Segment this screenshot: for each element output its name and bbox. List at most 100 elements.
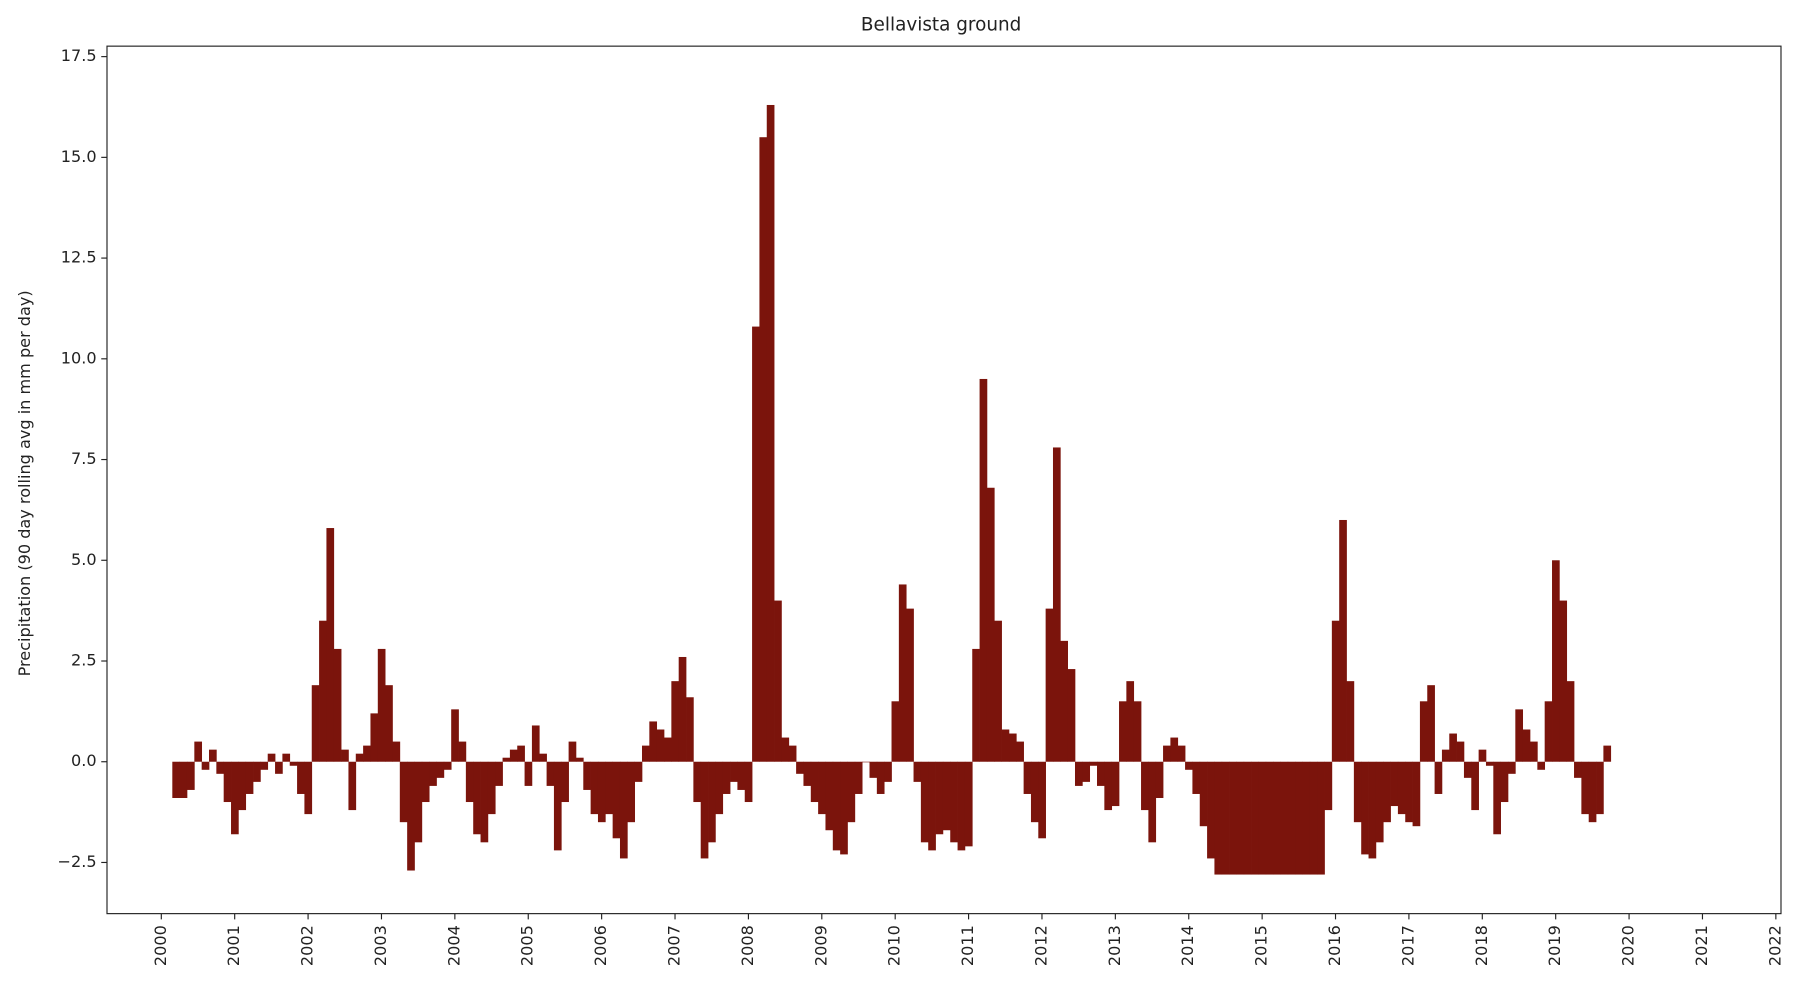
bar — [649, 721, 658, 762]
bar — [1375, 761, 1384, 843]
bar — [664, 737, 672, 762]
x-tick-label: 2004 — [444, 925, 463, 966]
bar — [1111, 761, 1120, 807]
bar — [289, 761, 298, 766]
bar — [495, 761, 503, 786]
bar — [377, 648, 386, 762]
bar — [275, 761, 283, 774]
bar — [209, 749, 217, 762]
bar — [686, 697, 694, 762]
bar — [1038, 761, 1046, 839]
bar — [1507, 761, 1516, 774]
x-tick-label: 2017 — [1398, 925, 1417, 966]
bar — [553, 761, 562, 851]
bar — [928, 761, 936, 851]
bar — [935, 761, 944, 835]
bar — [1566, 681, 1575, 762]
bar — [869, 761, 878, 778]
bar — [546, 761, 555, 786]
bar — [752, 326, 760, 762]
bar — [957, 761, 966, 851]
bar — [575, 757, 584, 762]
bar — [1368, 761, 1377, 859]
bar — [1485, 761, 1494, 766]
bar — [1082, 761, 1091, 782]
x-tick-label: 2020 — [1619, 925, 1638, 966]
bar — [385, 685, 393, 762]
bar — [1537, 761, 1546, 770]
y-tick-label: 17.5 — [61, 46, 97, 65]
bar — [1214, 761, 1223, 875]
bar — [245, 761, 254, 794]
bar — [920, 761, 929, 843]
bar — [1419, 701, 1428, 762]
bar — [950, 761, 958, 843]
bar — [1441, 749, 1450, 762]
bar — [656, 729, 665, 762]
bar — [1552, 560, 1560, 762]
bar — [832, 761, 841, 851]
bar — [1001, 729, 1010, 762]
bar — [194, 741, 203, 762]
bar — [1588, 761, 1597, 823]
x-tick-label: 2006 — [591, 925, 610, 966]
bar — [1397, 761, 1406, 815]
bar — [326, 528, 335, 762]
bar — [766, 104, 775, 762]
bar — [561, 761, 569, 803]
bar — [1390, 761, 1399, 807]
bar — [759, 137, 768, 762]
bar — [531, 725, 540, 762]
bar — [810, 761, 819, 803]
bar — [884, 761, 892, 782]
bar — [524, 761, 533, 786]
y-tick-label: 7.5 — [71, 449, 97, 468]
bar — [451, 709, 459, 762]
bar — [421, 761, 430, 803]
bar — [480, 761, 489, 843]
bar — [355, 753, 364, 762]
bar — [179, 761, 188, 798]
bar — [1023, 761, 1032, 794]
bar — [1229, 761, 1237, 875]
bar — [862, 761, 870, 763]
bar — [1581, 761, 1590, 815]
bar — [1074, 761, 1083, 786]
bar — [539, 753, 547, 762]
bar — [1302, 761, 1311, 875]
bar — [854, 761, 863, 794]
bar — [341, 749, 349, 762]
bar — [1361, 761, 1369, 855]
bar — [1236, 761, 1245, 875]
bar — [730, 761, 738, 782]
bar — [186, 761, 195, 790]
x-tick-label: 2022 — [1765, 925, 1784, 966]
chart-title: Bellavista ground — [861, 14, 1021, 35]
bar — [1434, 761, 1443, 794]
bar — [1530, 741, 1538, 762]
bar — [781, 737, 790, 762]
bar — [1045, 608, 1054, 762]
x-tick-label: 2007 — [665, 925, 684, 966]
bar — [392, 741, 401, 762]
bar — [260, 761, 269, 770]
bar — [1030, 761, 1039, 823]
bar — [465, 761, 474, 803]
bar — [1273, 761, 1281, 875]
bar — [1309, 761, 1318, 875]
bar — [1471, 761, 1479, 811]
bar — [847, 761, 856, 823]
bar — [972, 648, 980, 762]
y-tick-label: 10.0 — [61, 348, 97, 367]
bar — [1016, 741, 1024, 762]
bar — [1522, 729, 1531, 762]
x-tick-label: 2005 — [518, 925, 537, 966]
bar — [436, 761, 445, 778]
bar — [1265, 761, 1274, 875]
bar — [913, 761, 922, 782]
bar — [1148, 761, 1157, 843]
bar — [1280, 761, 1289, 875]
bar — [1317, 761, 1325, 875]
bar — [223, 761, 232, 803]
